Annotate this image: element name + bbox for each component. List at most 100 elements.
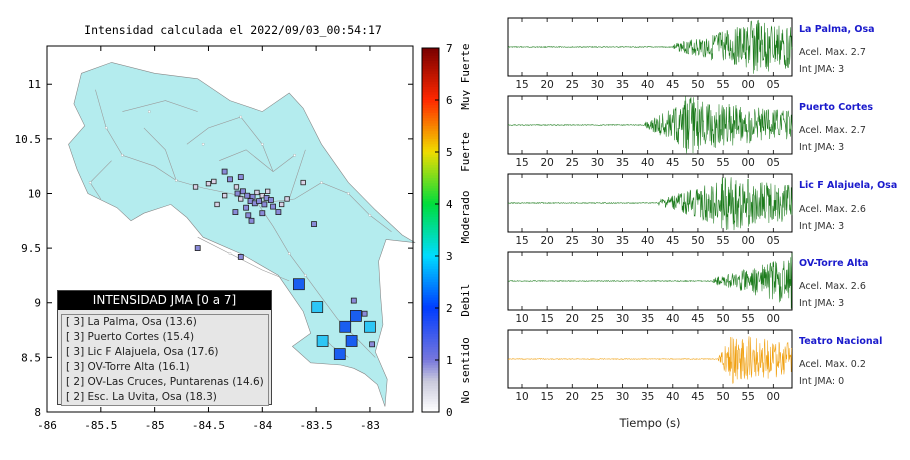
station-marker [234, 190, 241, 197]
colorbar-band [422, 269, 439, 273]
time-tick-label: 30 [616, 313, 629, 325]
colorbar-band [422, 310, 439, 314]
colorbar-band [422, 209, 439, 213]
station-marker [278, 201, 285, 208]
station-marker [363, 320, 376, 333]
station-marker [350, 297, 357, 304]
trace-station-name: Teatro Nacional [799, 336, 883, 347]
colorbar-band [422, 300, 439, 304]
colorbar-band [422, 354, 439, 358]
colorbar-band [422, 110, 439, 114]
lon-tick-label: -85.5 [84, 419, 117, 432]
time-tick-label: 20 [566, 313, 579, 325]
colorbar-band [422, 191, 439, 195]
colorbar-band [422, 105, 439, 109]
colorbar-band [422, 172, 439, 176]
colorbar-band [422, 349, 439, 353]
colorbar-category-label: Debil [459, 284, 470, 317]
colorbar-band [422, 183, 439, 187]
colorbar-band [422, 185, 439, 189]
colorbar-category-label: Moderado [459, 191, 470, 244]
colorbar-band [422, 305, 439, 309]
colorbar-band [422, 149, 439, 153]
time-tick-label: 15 [540, 313, 553, 325]
road-line [122, 100, 198, 112]
lat-tick-label: 8.5 [21, 351, 41, 364]
town-dot [105, 126, 108, 130]
colorbar-category-label: No sentido [459, 337, 470, 403]
time-tick-label: 00 [742, 235, 755, 247]
lon-tick-label: -83 [360, 419, 380, 432]
time-tick-label: 35 [641, 391, 654, 403]
trace-acel-max: Acel. Max. 2.6 [799, 204, 866, 215]
colorbar-tick-label: 4 [446, 198, 453, 211]
colorbar-band [422, 97, 439, 101]
colorbar-band [422, 404, 439, 408]
lat-tick-label: 10 [28, 187, 41, 200]
colorbar-band [422, 180, 439, 184]
time-tick-label: 05 [767, 79, 780, 91]
colorbar-band [422, 258, 439, 262]
colorbar-band [422, 219, 439, 223]
colorbar-band [422, 175, 439, 179]
time-tick-label: 15 [540, 391, 553, 403]
colorbar-band [422, 365, 439, 369]
time-tick-label: 30 [591, 79, 604, 91]
station-marker [254, 189, 260, 196]
lat-tick-label: 9.5 [21, 242, 41, 255]
station-marker [232, 209, 239, 216]
time-tick-label: 05 [767, 157, 780, 169]
colorbar-band [422, 313, 439, 317]
trace-int-jma: Int JMA: 3 [799, 64, 845, 75]
colorbar-tick-label: 7 [446, 42, 453, 55]
colorbar-band [422, 123, 439, 127]
colorbar-band [422, 250, 439, 254]
colorbar-band [422, 206, 439, 210]
waveform-frame [507, 17, 793, 77]
time-tick-label: 40 [641, 79, 654, 91]
legend-row: [ 3] OV-Torre Alta (16.1) [66, 361, 190, 373]
colorbar-tick-label: 6 [446, 94, 453, 107]
colorbar-band [422, 232, 439, 236]
colorbar-band [422, 399, 439, 403]
time-tick-label: 25 [566, 235, 579, 247]
trace-station-name: La Palma, Osa [799, 24, 875, 35]
colorbar-band [422, 344, 439, 348]
colorbar-band [422, 152, 439, 156]
colorbar-band [422, 102, 439, 106]
colorbar-tick-label: 5 [446, 146, 453, 159]
colorbar-band [422, 81, 439, 85]
station-marker [248, 217, 255, 224]
colorbar-band [422, 295, 439, 299]
colorbar-band [422, 196, 439, 200]
time-tick-label: 20 [566, 391, 579, 403]
colorbar-band [422, 79, 439, 83]
colorbar-band [422, 282, 439, 286]
colorbar-band [422, 118, 439, 122]
intensity-colorbar: 7 6 5 4 3 2 1 0 Muy Fuerte Fuerte Moderado Debil No … [421, 42, 470, 419]
road-line [197, 236, 290, 282]
colorbar-band [422, 341, 439, 345]
colorbar-band [422, 315, 439, 319]
lon-tick-label: -84 [252, 419, 272, 432]
station-marker [221, 168, 228, 175]
colorbar-band [422, 92, 439, 96]
colorbar-band [422, 248, 439, 252]
town-dot [320, 181, 323, 184]
colorbar-band [422, 240, 439, 244]
colorbar-band [422, 391, 439, 395]
colorbar-band [422, 107, 439, 111]
trace-acel-max: Acel. Max. 2.6 [799, 281, 866, 292]
time-tick-label: 40 [666, 313, 679, 325]
town-dot [347, 192, 350, 195]
colorbar-band [422, 131, 439, 135]
time-tick-label: 55 [716, 79, 729, 91]
time-tick-label: 20 [540, 79, 553, 91]
colorbar-band [422, 141, 439, 145]
colorbar-band [422, 170, 439, 174]
colorbar-band [422, 318, 439, 322]
latitude-axis: 11 10.5 10 9.5 9 8.5 8 [15, 78, 413, 419]
waveform-frame [507, 173, 793, 233]
time-tick-label: 00 [742, 157, 755, 169]
